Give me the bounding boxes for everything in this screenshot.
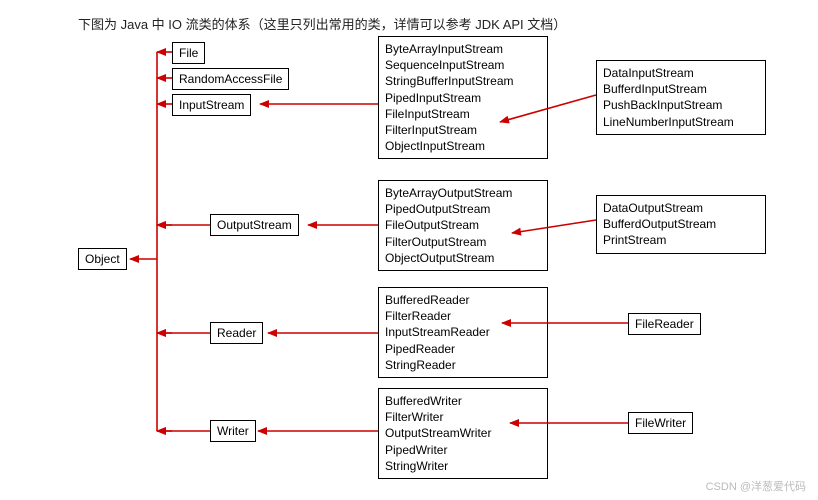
box-inputstream-subclasses: ByteArrayInputStreamSequenceInputStreamS… <box>378 36 548 159</box>
box-writer-subclasses: BufferedWriterFilterWriterOutputStreamWr… <box>378 388 548 479</box>
node-file: File <box>172 42 205 64</box>
class-name: ObjectOutputStream <box>385 250 541 266</box>
class-name: SequenceInputStream <box>385 57 541 73</box>
node-inputstream: InputStream <box>172 94 251 116</box>
node-filereader: FileReader <box>628 313 701 335</box>
class-name: FilterInputStream <box>385 122 541 138</box>
box-filteroutputstream-subclasses: DataOutputStreamBufferdOutputStreamPrint… <box>596 195 766 254</box>
box-outputstream-subclasses: ByteArrayOutputStreamPipedOutputStreamFi… <box>378 180 548 271</box>
node-writer: Writer <box>210 420 256 442</box>
class-name: PipedWriter <box>385 442 541 458</box>
class-name: StringWriter <box>385 458 541 474</box>
watermark: CSDN @洋葱爱代码 <box>706 478 806 494</box>
box-filterinputstream-subclasses: DataInputStreamBufferdInputStreamPushBac… <box>596 60 766 135</box>
class-name: PipedOutputStream <box>385 201 541 217</box>
class-name: PipedInputStream <box>385 90 541 106</box>
class-name: BufferedReader <box>385 292 541 308</box>
class-name: ByteArrayInputStream <box>385 41 541 57</box>
class-name: DataInputStream <box>603 65 759 81</box>
class-name: OutputStreamWriter <box>385 425 541 441</box>
class-name: FileOutputStream <box>385 217 541 233</box>
class-name: PipedReader <box>385 341 541 357</box>
class-name: FilterWriter <box>385 409 541 425</box>
class-name: BufferdInputStream <box>603 81 759 97</box>
class-name: PushBackInputStream <box>603 97 759 113</box>
class-name: ObjectInputStream <box>385 138 541 154</box>
node-randomaccessfile: RandomAccessFile <box>172 68 289 90</box>
node-reader: Reader <box>210 322 263 344</box>
class-name: FilterOutputStream <box>385 234 541 250</box>
class-name: BufferdOutputStream <box>603 216 759 232</box>
class-name: InputStreamReader <box>385 324 541 340</box>
class-name: StringReader <box>385 357 541 373</box>
class-name: FileInputStream <box>385 106 541 122</box>
class-name: BufferedWriter <box>385 393 541 409</box>
node-filewriter: FileWriter <box>628 412 693 434</box>
class-name: DataOutputStream <box>603 200 759 216</box>
class-name: FilterReader <box>385 308 541 324</box>
node-object: Object <box>78 248 127 270</box>
class-name: PrintStream <box>603 232 759 248</box>
class-name: ByteArrayOutputStream <box>385 185 541 201</box>
class-name: LineNumberInputStream <box>603 114 759 130</box>
node-outputstream: OutputStream <box>210 214 299 236</box>
class-name: StringBufferInputStream <box>385 73 541 89</box>
diagram-caption: 下图为 Java 中 IO 流类的体系（这里只列出常用的类，详情可以参考 JDK… <box>78 14 566 33</box>
box-reader-subclasses: BufferedReaderFilterReaderInputStreamRea… <box>378 287 548 378</box>
